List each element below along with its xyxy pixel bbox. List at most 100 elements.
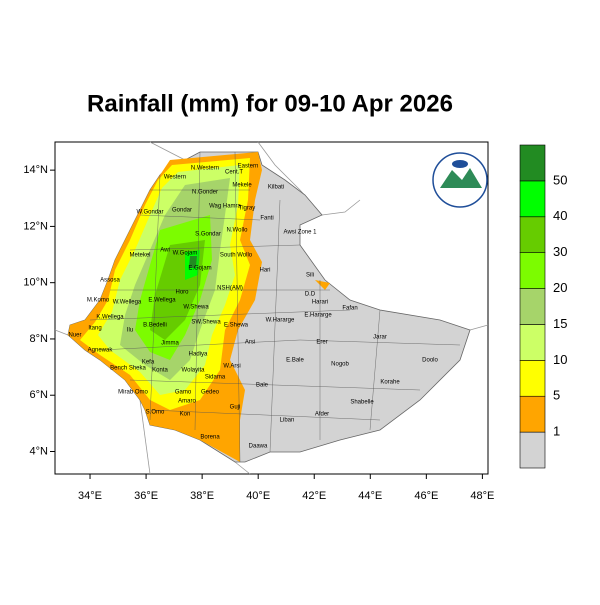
region-label: E.Bale — [286, 358, 304, 364]
admin-borders — [89, 151, 461, 463]
region-label: M.Komo — [87, 298, 110, 304]
region-label: Sili — [306, 273, 314, 279]
y-tick-label: 14°N — [23, 164, 48, 176]
region-label: Shabelle — [350, 400, 374, 406]
region-label: Jimma — [161, 341, 179, 347]
colorbar-swatch — [519, 288, 546, 325]
region-label: Cent.T — [225, 170, 243, 176]
region-label: Amaro — [178, 399, 196, 405]
region-label: D.D — [305, 292, 316, 298]
region-label: W.Gojam — [173, 251, 198, 257]
region-label: N.Gonder — [192, 190, 218, 196]
region-label: W.Hararge — [266, 318, 295, 324]
region-label: Wolayita — [182, 368, 206, 374]
country — [67, 151, 471, 463]
region-label: K.Wellega — [96, 315, 124, 321]
region-label: E.Hararge — [304, 313, 332, 319]
colorbar-swatch — [519, 431, 546, 469]
region-label: Kilbati — [268, 185, 284, 191]
colorbar-swatch — [519, 360, 546, 397]
colorbar-label: 40 — [553, 208, 567, 223]
region-label: Itang — [88, 326, 101, 332]
region-label: Hari — [259, 268, 270, 274]
region-label: Doolo — [422, 358, 438, 364]
y-tick-label: 10°N — [23, 277, 48, 289]
region-label: Afder — [315, 412, 329, 418]
region-label: Sidama — [205, 375, 226, 381]
region-label: NSH(AM) — [217, 286, 243, 292]
region-label: Fafan — [342, 306, 357, 312]
region-label: Mirab Omo — [118, 390, 148, 396]
region-label: B.Bedelli — [143, 323, 167, 329]
region-label: N.Western — [191, 166, 219, 172]
region-label: Arsi — [245, 340, 255, 346]
y-tick-label: 4°N — [30, 445, 49, 457]
region-label: Eastern — [238, 164, 259, 170]
region-label: Hadiya — [189, 352, 208, 358]
x-tick-label: 40°E — [246, 490, 270, 502]
colorbar-label: 1 — [553, 424, 560, 439]
colorbar-swatch — [519, 324, 546, 361]
region-label: Konta — [152, 368, 168, 374]
region-label: S.Omo — [146, 410, 165, 416]
region-label: Borena — [200, 435, 220, 441]
x-tick-label: 46°E — [414, 490, 438, 502]
region-label: Metekel — [129, 253, 150, 259]
region-label: Agnewak — [88, 348, 114, 354]
region-label: Wag Hamra — [209, 204, 241, 210]
colorbar-label: 10 — [553, 352, 567, 367]
region-label: E.Wellega — [148, 298, 176, 304]
colorbar-swatch — [519, 252, 546, 289]
region-label: Awi — [160, 248, 170, 254]
region-label: Harari — [312, 300, 328, 306]
region-label: Nuer — [68, 333, 81, 339]
x-tick-label: 42°E — [302, 490, 326, 502]
region-label: Tigray — [239, 206, 255, 212]
colorbar-swatch — [519, 395, 546, 433]
colorbar-swatch — [519, 144, 546, 182]
region-label: Bale — [256, 383, 269, 389]
colorbar-label: 20 — [553, 280, 567, 295]
region-label: Gondar — [172, 208, 192, 214]
x-tick-label: 48°E — [470, 490, 494, 502]
region-label: Korahe — [380, 380, 400, 386]
colorbar-label: 30 — [553, 244, 567, 259]
colorbar-label: 15 — [553, 316, 567, 331]
region-label: Bench Sheka — [110, 366, 146, 372]
x-tick-label: 44°E — [358, 490, 382, 502]
region-label: Fanti — [260, 216, 273, 222]
region-label: Erer — [316, 340, 327, 346]
y-tick-label: 12°N — [23, 220, 48, 232]
region-label: Liban — [280, 418, 295, 424]
region-label: Gedeo — [201, 390, 220, 396]
region-label: Jarar — [373, 335, 387, 341]
region-label: Guji — [230, 405, 241, 411]
region-label: Awsi Zone 1 — [284, 230, 318, 236]
region-label: S.Gondar — [195, 232, 221, 238]
region-label: SW.Shewa — [191, 320, 221, 326]
logo — [432, 152, 488, 208]
y-tick-label: 6°N — [30, 389, 49, 401]
region-label: Mekele — [232, 183, 252, 189]
region-label: W.Arsi — [223, 364, 240, 370]
chart-title: Rainfall (mm) for 09-10 Apr 2026 — [87, 90, 453, 117]
region-label: E.Shewa — [224, 323, 249, 329]
x-tick-label: 34°E — [78, 490, 102, 502]
region-label: Horo — [175, 290, 189, 296]
region-label: N.Wollo — [227, 228, 249, 234]
region-label: Gamo — [175, 390, 192, 396]
region-label: Assosa — [100, 278, 120, 284]
colorbar-label: 5 — [553, 388, 560, 403]
y-tick-label: 8°N — [30, 333, 49, 345]
x-tick-label: 38°E — [190, 490, 214, 502]
region-label: Western — [164, 175, 186, 181]
region-label: Ilu — [127, 328, 133, 334]
region-label: Daawa — [249, 444, 268, 450]
region-label: W.Gondar — [136, 210, 163, 216]
region-label: W.Wellega — [113, 300, 142, 306]
region-label: Kefa — [142, 360, 155, 366]
region-label: Kon — [180, 412, 191, 418]
region-label: South Wollo — [220, 253, 253, 259]
region-label: E.Gojam — [188, 266, 211, 272]
